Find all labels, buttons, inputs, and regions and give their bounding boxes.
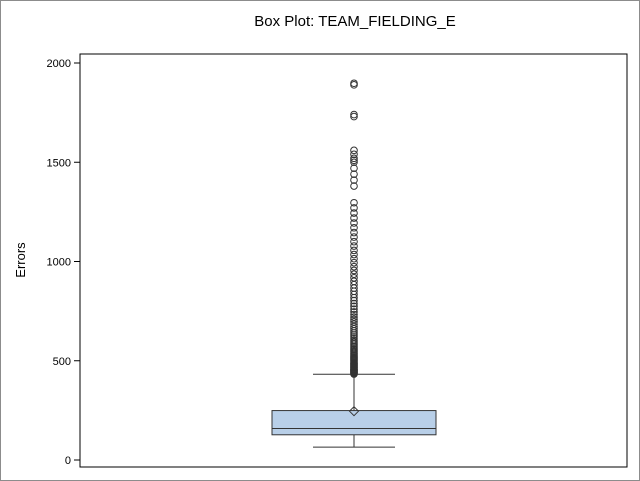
outlier-point (350, 110, 358, 119)
outlier-point (350, 223, 358, 232)
outlier-point (350, 219, 358, 227)
outlier-point (350, 250, 358, 259)
outlier-point (350, 258, 358, 267)
iqr-box (271, 410, 437, 436)
outlier-point (350, 322, 358, 331)
outlier-point (350, 242, 358, 250)
outlier-point (350, 315, 358, 324)
outlier-point (350, 237, 358, 246)
mean-marker (348, 405, 360, 417)
y-axis: 0 500 1000 1500 2000 (47, 58, 80, 467)
outlier-point (350, 164, 358, 173)
outlier-point (350, 246, 358, 255)
outlier-point (350, 228, 358, 237)
outlier-point (350, 154, 358, 163)
y-tick-label: 500 (53, 356, 71, 368)
outlier-point (350, 254, 358, 263)
outlier-point (350, 310, 358, 319)
outlier-point (350, 233, 358, 241)
outlier-point (350, 146, 358, 155)
y-axis-label: Errors (13, 242, 28, 278)
plot-area (79, 53, 628, 468)
outlier-point (350, 333, 358, 341)
box-plot-series (271, 79, 437, 448)
outlier-point (350, 209, 358, 217)
y-tick-label: 2000 (47, 58, 71, 70)
outlier-point (350, 198, 358, 207)
chart-title: Box Plot: TEAM_FIELDING_E (254, 13, 455, 30)
outlier-point (350, 277, 358, 286)
outlier-point (350, 299, 358, 308)
outlier-point (350, 156, 358, 165)
outlier-point (350, 320, 358, 329)
outlier-point (350, 266, 358, 275)
outlier-point (350, 308, 358, 316)
outlier-point (350, 112, 358, 121)
outlier-point (350, 262, 358, 271)
outlier-point (350, 318, 358, 326)
outlier-point (350, 273, 358, 282)
outlier-point (350, 214, 358, 222)
outlier-point (350, 302, 358, 311)
outlier-point (350, 270, 358, 279)
outlier-point (350, 305, 358, 313)
outlier-point (350, 204, 358, 212)
outlier-point (350, 170, 358, 178)
outlier-point (350, 79, 358, 88)
y-tick-label: 1000 (47, 257, 71, 269)
y-tick-label: 1500 (47, 157, 71, 169)
y-tick-label: 0 (65, 455, 71, 467)
outlier-point (350, 150, 358, 159)
outlier-point (350, 176, 358, 184)
outlier-point (350, 313, 358, 321)
outlier-point (350, 158, 358, 167)
outlier-point (350, 182, 358, 190)
